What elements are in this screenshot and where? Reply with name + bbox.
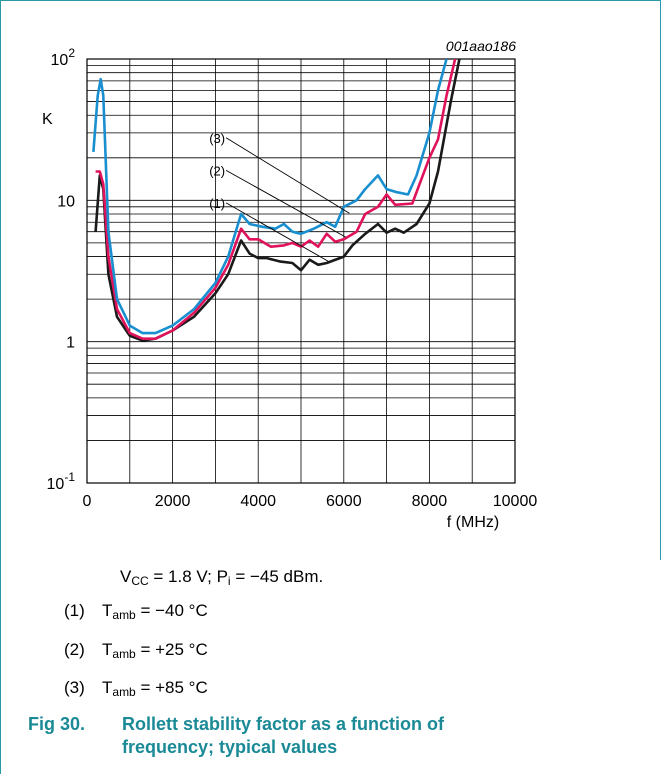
frame-left-lower bbox=[0, 560, 1, 774]
legend-symbol: T bbox=[102, 678, 113, 697]
y-tick-base: 10 bbox=[57, 193, 75, 210]
y-tick-base: 1 bbox=[66, 335, 75, 352]
figure-caption: Fig 30. Rollett stability factor as a fun… bbox=[28, 713, 444, 759]
series-group bbox=[92, 59, 461, 342]
y-tick-exponent: -1 bbox=[64, 470, 75, 484]
x-tick-label: 8000 bbox=[412, 493, 448, 510]
legend-value: = −40 °C bbox=[135, 601, 208, 620]
y-tick-label: 10-1 bbox=[47, 470, 76, 493]
x-tick-label: 0 bbox=[83, 493, 92, 510]
frame-left bbox=[0, 0, 1, 560]
pi-subscript: i bbox=[227, 574, 231, 588]
legend-item-1: (1) Tamb = −40 °C bbox=[64, 601, 208, 622]
conditions-part-b: = −45 dBm. bbox=[230, 567, 324, 586]
figure-title-line1: Rollett stability factor as a function o… bbox=[122, 714, 445, 734]
y-tick-exponent: 2 bbox=[68, 46, 75, 60]
legend-subscript: amb bbox=[112, 685, 136, 699]
y-tick-base: 10 bbox=[51, 52, 69, 69]
y-tick-label: 1 bbox=[66, 335, 75, 352]
x-tick-label: 2000 bbox=[155, 493, 191, 510]
legend-number: (2) bbox=[64, 640, 85, 659]
frame-top bbox=[0, 0, 661, 1]
annotation-leader bbox=[225, 202, 329, 262]
annotation-label: (1) bbox=[209, 196, 225, 211]
conditions-part-a: = 1.8 V; P bbox=[148, 567, 228, 586]
legend-item-2: (2) Tamb = +25 °C bbox=[64, 640, 208, 661]
x-tick-label: 6000 bbox=[326, 493, 362, 510]
x-axis-label: f (MHz) bbox=[447, 514, 499, 531]
legend-subscript: amb bbox=[112, 608, 136, 622]
legend-symbol: T bbox=[102, 601, 113, 620]
annotation-label: (3) bbox=[209, 131, 225, 146]
y-axis-label: K bbox=[42, 111, 53, 128]
plot-border bbox=[86, 58, 516, 484]
x-tick-label: 10000 bbox=[493, 493, 538, 510]
series-line-3 bbox=[92, 59, 448, 335]
y-tick-label: 102 bbox=[51, 46, 76, 69]
figure-number: Fig 30. bbox=[28, 714, 86, 734]
legend-symbol: T bbox=[102, 640, 113, 659]
legend-subscript: amb bbox=[112, 647, 136, 661]
annotation-label: (2) bbox=[209, 163, 225, 178]
series-line-2 bbox=[95, 59, 457, 340]
series-line-1 bbox=[94, 59, 461, 342]
figure-title-line2: frequency; typical values bbox=[122, 737, 338, 757]
figure-code: 001aao186 bbox=[446, 38, 516, 54]
annotation-leader bbox=[225, 169, 346, 238]
annotation-leader bbox=[225, 137, 350, 214]
y-tick-base: 10 bbox=[47, 476, 65, 493]
legend-value: = +25 °C bbox=[135, 640, 208, 659]
legend-number: (3) bbox=[64, 678, 85, 697]
legend-item-3: (3) Tamb = +85 °C bbox=[64, 678, 208, 699]
legend-number: (1) bbox=[64, 601, 85, 620]
conditions-text: VCC = 1.8 V; Pi = −45 dBm. bbox=[120, 567, 324, 588]
vcc-subscript: CC bbox=[131, 574, 149, 588]
x-tick-label: 4000 bbox=[240, 493, 276, 510]
y-tick-label: 10 bbox=[57, 193, 75, 210]
legend-value: = +85 °C bbox=[135, 678, 208, 697]
